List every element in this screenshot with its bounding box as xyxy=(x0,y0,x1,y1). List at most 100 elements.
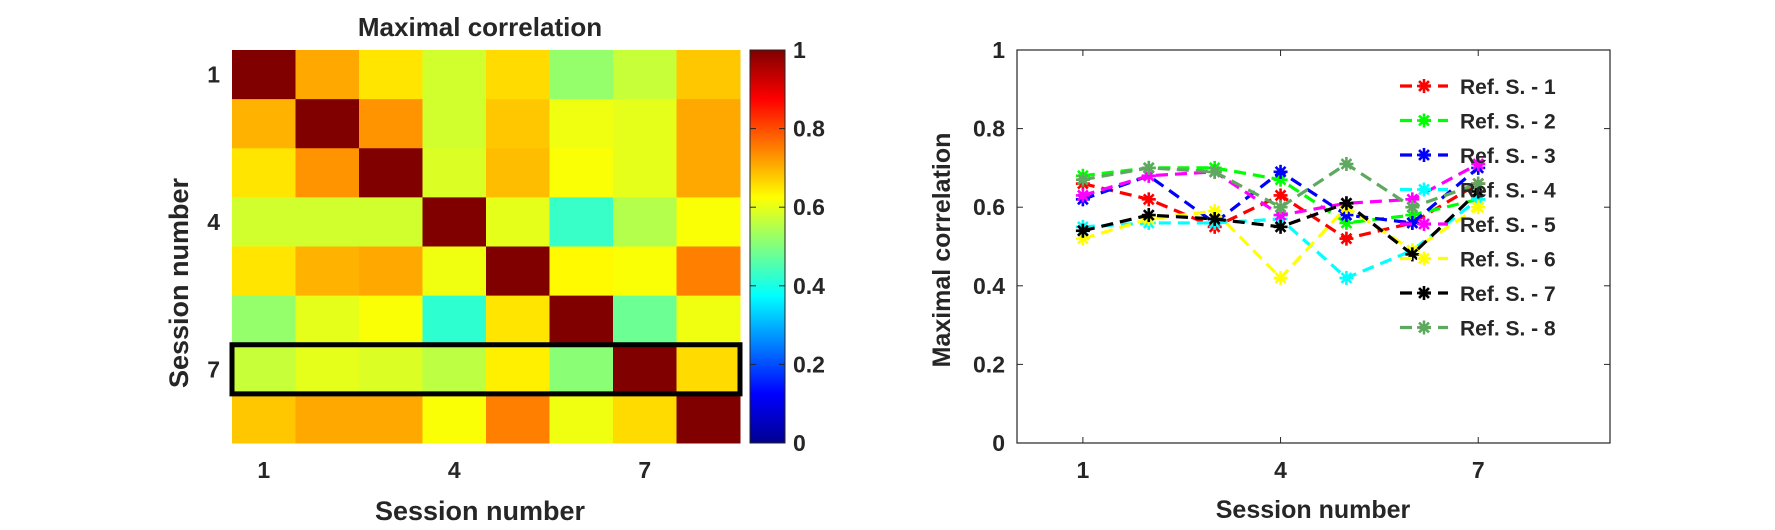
legend-label: Ref. S. - 6 xyxy=(1460,249,1556,272)
heatmap-tick-labels: 1 4 7 1 4 7 xyxy=(207,62,651,483)
legend-item: Ref. S. - 1 xyxy=(1400,76,1556,99)
data-point-marker xyxy=(1273,219,1288,234)
line-chart-ticks: 0 0.2 0.4 0.6 0.8 1 1 4 7 xyxy=(973,37,1610,483)
heatmap-cell xyxy=(486,344,550,395)
heatmap-cell xyxy=(613,50,677,100)
heatmap-cell xyxy=(359,197,423,247)
legend-item: Ref. S. - 3 xyxy=(1400,145,1556,168)
legend-marker xyxy=(1417,320,1431,335)
heatmap-cell xyxy=(676,99,741,149)
heatmap-panel: Maximal correlation 1 4 7 1 4 7 Session numbe… xyxy=(164,12,743,526)
colorbar-tick-label: 1 xyxy=(793,37,806,63)
data-point-marker xyxy=(1339,270,1354,285)
heatmap-cell xyxy=(295,246,360,297)
legend-item: Ref. S. - 6 xyxy=(1400,249,1556,272)
heatmap-cell xyxy=(232,246,296,297)
line-chart-axes-box xyxy=(1016,49,1611,444)
heatmap-cell xyxy=(486,295,550,346)
legend-label: Ref. S. - 2 xyxy=(1460,111,1556,134)
heatmap-x-tick-label: 1 xyxy=(257,457,270,483)
series-8 xyxy=(1075,156,1486,215)
heatmap-cell xyxy=(613,393,677,444)
heatmap-cell xyxy=(613,246,677,297)
heatmap-cell xyxy=(422,246,487,297)
heatmap-cell xyxy=(359,50,423,100)
heatmap-cell xyxy=(422,99,487,149)
legend-item: Ref. S. - 5 xyxy=(1400,214,1556,237)
heatmap-y-axis-label: Session number xyxy=(164,177,194,388)
heatmap-title: Maximal correlation xyxy=(358,12,602,42)
legend-marker xyxy=(1417,182,1431,197)
data-point-marker xyxy=(1339,196,1354,211)
heatmap-cell xyxy=(295,344,360,395)
legend-marker xyxy=(1417,217,1431,231)
heatmap-cell xyxy=(295,197,360,247)
legend-item: Ref. S. - 8 xyxy=(1400,318,1556,341)
heatmap-cell xyxy=(422,50,487,100)
heatmap-cell xyxy=(422,295,487,346)
heatmap-x-axis-label: Session number xyxy=(375,496,586,526)
colorbar-tick-label: 0 xyxy=(793,430,806,456)
heatmap-cell xyxy=(359,393,423,444)
colorbar-tick-label: 0.6 xyxy=(793,194,825,220)
y-tick-label: 0 xyxy=(992,430,1005,456)
data-point-marker xyxy=(1339,231,1354,246)
heatmap-cell xyxy=(549,197,614,247)
colorbar-tick-label: 0.4 xyxy=(793,273,825,299)
highlight-row-box xyxy=(229,342,743,397)
heatmap-cell xyxy=(549,344,614,395)
heatmap-cell xyxy=(295,393,360,444)
data-point-marker xyxy=(1273,188,1288,203)
data-point-marker xyxy=(1405,200,1420,215)
legend-marker xyxy=(1417,113,1431,128)
x-tick-label: 7 xyxy=(1472,457,1485,483)
legend-marker xyxy=(1417,79,1431,93)
colorbar: 0 0.2 0.4 0.6 0.8 1 xyxy=(749,37,825,456)
data-point-marker xyxy=(1273,164,1288,179)
x-tick-label: 4 xyxy=(1274,457,1287,483)
heatmap-cells xyxy=(232,50,741,444)
y-tick-label: 0.8 xyxy=(973,116,1005,142)
data-point-marker xyxy=(1471,156,1486,171)
heatmap-cell xyxy=(422,197,487,247)
colorbar-tick-label: 0.8 xyxy=(793,116,825,142)
legend-label: Ref. S. - 5 xyxy=(1460,214,1556,237)
legend-label: Ref. S. - 7 xyxy=(1460,283,1556,306)
data-point-marker xyxy=(1075,223,1090,238)
data-point-marker xyxy=(1207,211,1222,226)
heatmap-cell xyxy=(232,393,296,444)
legend-label: Ref. S. - 1 xyxy=(1460,76,1556,99)
data-point-marker xyxy=(1075,172,1090,187)
data-point-marker xyxy=(1339,156,1354,171)
heatmap-cell xyxy=(359,344,423,395)
heatmap-cell xyxy=(486,393,550,444)
heatmap-cell xyxy=(613,344,677,395)
heatmap-cell xyxy=(676,393,741,444)
heatmap-cell xyxy=(232,99,296,149)
heatmap-cell xyxy=(613,197,677,247)
legend-marker xyxy=(1417,148,1431,162)
legend-item: Ref. S. - 2 xyxy=(1400,111,1556,134)
heatmap-cell xyxy=(232,148,296,198)
legend-label: Ref. S. - 4 xyxy=(1460,180,1556,203)
legend-item: Ref. S. - 7 xyxy=(1400,283,1556,306)
heatmap-cell xyxy=(295,295,360,346)
data-point-marker xyxy=(1273,208,1288,223)
heatmap-cell xyxy=(549,393,614,444)
heatmap-cell xyxy=(486,246,550,297)
y-tick-label: 0.4 xyxy=(973,273,1005,299)
heatmap-y-tick-label: 4 xyxy=(207,209,220,235)
heatmap-cell xyxy=(486,197,550,247)
heatmap-cell xyxy=(232,50,296,100)
heatmap-cell xyxy=(359,148,423,198)
data-point-marker xyxy=(1273,200,1288,215)
heatmap-cell xyxy=(359,246,423,297)
legend-item: Ref. S. - 4 xyxy=(1400,180,1556,203)
heatmap-cell xyxy=(613,295,677,346)
y-tick-label: 0.6 xyxy=(973,194,1005,220)
colorbar-ticks: 0 0.2 0.4 0.6 0.8 1 xyxy=(750,37,825,456)
legend-label: Ref. S. - 8 xyxy=(1460,318,1556,341)
heatmap-cell xyxy=(486,99,550,149)
legend: Ref. S. - 1 Ref. S. - 2 Ref. S. - 3 Ref. S.… xyxy=(1400,76,1556,341)
